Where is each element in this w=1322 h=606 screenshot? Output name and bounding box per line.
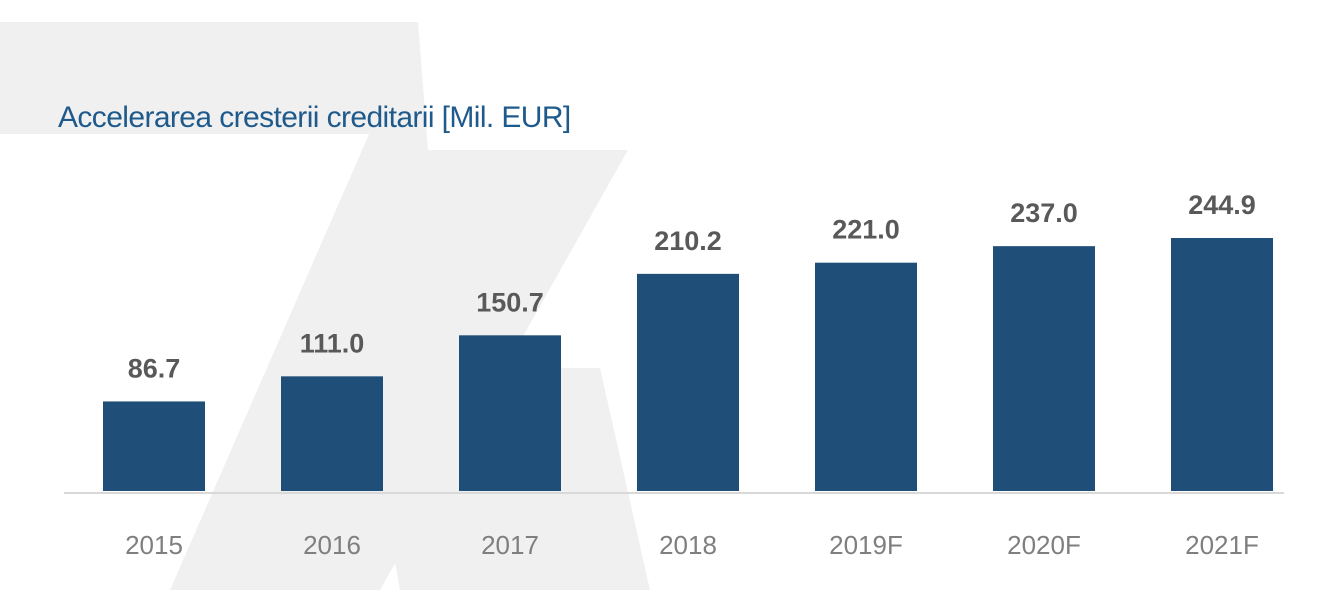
value-label-2020F: 237.0 bbox=[1010, 198, 1078, 228]
x-tick-label-2015: 2015 bbox=[125, 530, 183, 560]
watermark-top-band bbox=[0, 22, 418, 134]
bar-2020F bbox=[993, 246, 1095, 491]
x-tick-labels-group: 2015 2016 2017 2018 2019F 2020F 2021F bbox=[125, 530, 1259, 560]
bars-group bbox=[103, 238, 1273, 491]
value-label-2015: 86.7 bbox=[128, 353, 181, 383]
bar-2021F bbox=[1171, 238, 1273, 491]
bar-2015 bbox=[103, 401, 205, 491]
value-label-2021F: 244.9 bbox=[1188, 190, 1256, 220]
x-tick-label-2016: 2016 bbox=[303, 530, 361, 560]
bar-2017 bbox=[459, 335, 561, 491]
bar-2016 bbox=[281, 376, 383, 491]
bar-2019F bbox=[815, 262, 917, 491]
value-label-2017: 150.7 bbox=[476, 287, 544, 317]
value-label-2018: 210.2 bbox=[654, 226, 722, 256]
value-label-2019F: 221.0 bbox=[832, 215, 900, 245]
x-tick-label-2021F: 2021F bbox=[1185, 530, 1259, 560]
x-tick-label-2019F: 2019F bbox=[829, 530, 903, 560]
x-tick-label-2020F: 2020F bbox=[1007, 530, 1081, 560]
x-tick-label-2018: 2018 bbox=[659, 530, 717, 560]
x-tick-label-2017: 2017 bbox=[481, 530, 539, 560]
bar-2018 bbox=[637, 273, 739, 491]
value-label-2016: 111.0 bbox=[300, 328, 365, 358]
chart-title: Accelerarea cresterii creditarii [Mil. E… bbox=[58, 101, 571, 134]
value-labels-group: 86.7 111.0 150.7 210.2 221.0 237.0 244.9 bbox=[128, 190, 1256, 383]
